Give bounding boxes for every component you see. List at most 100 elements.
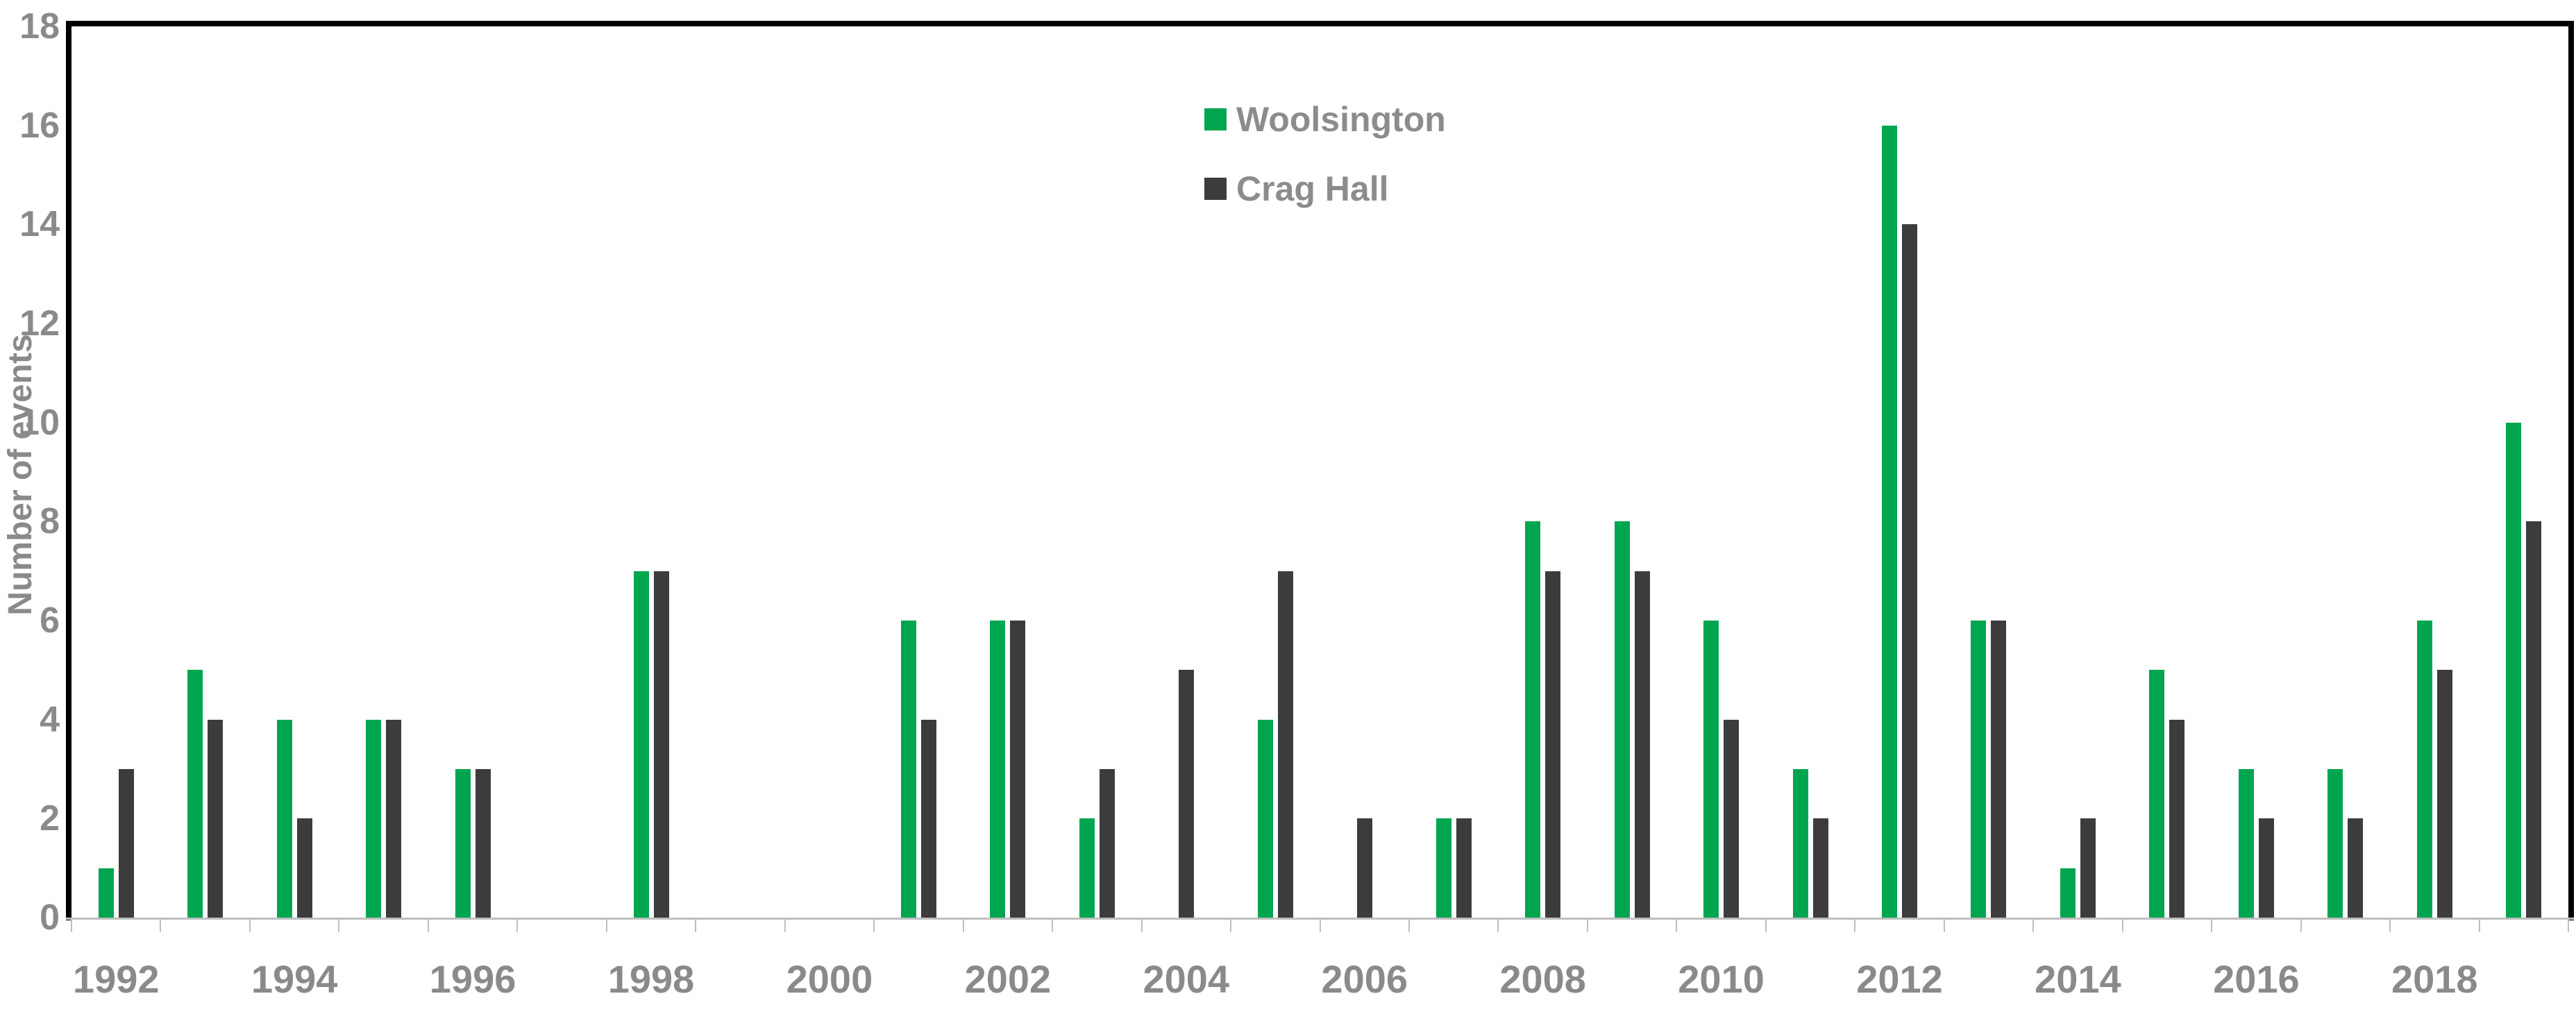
- bar-crag-hall-2018: [2436, 670, 2452, 918]
- bar-woolsington-2018: [2416, 621, 2432, 918]
- x-tick-label-2016: 2016: [2213, 957, 2300, 1001]
- bar-woolsington-2010: [1703, 621, 1719, 918]
- y-tick-label-2: 2: [40, 798, 60, 839]
- y-tick-label-18: 18: [19, 6, 60, 47]
- x-axis-tick: [1765, 920, 1767, 932]
- x-tick-label-2006: 2006: [1321, 957, 1408, 1001]
- bar-crag-hall-2004: [1178, 670, 1194, 918]
- bar-crag-hall-2012: [1902, 224, 1917, 918]
- x-axis-tick: [2121, 920, 2123, 932]
- x-axis-tick: [2568, 920, 2569, 932]
- bar-crag-hall-2017: [2348, 818, 2364, 918]
- bar-crag-hall-2005: [1277, 571, 1293, 918]
- bar-crag-hall-2016: [2258, 818, 2274, 918]
- x-axis-tick: [1408, 920, 1410, 932]
- year-slot-1996: [428, 26, 517, 918]
- year-slot-1992: [71, 26, 160, 918]
- x-axis-tick: [1319, 920, 1321, 932]
- x-axis-tick: [1854, 920, 1856, 932]
- x-axis-tick: [338, 920, 340, 932]
- bar-crag-hall-1996: [475, 769, 491, 918]
- legend-item-crag-hall: Crag Hall: [1204, 171, 1446, 206]
- bar-crag-hall-2008: [1545, 571, 1561, 918]
- bar-woolsington-2009: [1614, 521, 1630, 918]
- year-slot-2013: [1944, 26, 2033, 918]
- year-slot-2017: [2301, 26, 2390, 918]
- year-slot-2006: [1320, 26, 1409, 918]
- x-tick-label-2000: 2000: [786, 957, 873, 1001]
- year-slot-2008: [1498, 26, 1587, 918]
- year-slot-2005: [1231, 26, 1320, 918]
- plot-area: [71, 26, 2568, 918]
- x-axis-tick: [1497, 920, 1499, 932]
- x-axis-tick: [962, 920, 964, 932]
- x-axis-tick: [695, 920, 697, 932]
- bar-crag-hall-2007: [1456, 818, 1472, 918]
- bar-woolsington-1993: [187, 670, 203, 918]
- x-axis-tick: [427, 920, 429, 932]
- year-slot-1995: [339, 26, 428, 918]
- bar-woolsington-2008: [1525, 521, 1541, 918]
- x-axis-tick: [2211, 920, 2213, 932]
- x-axis-tick: [1230, 920, 1232, 932]
- bar-crag-hall-2015: [2169, 719, 2185, 918]
- bar-crag-hall-2001: [920, 719, 936, 918]
- crag-hall-swatch-icon: [1204, 178, 1227, 200]
- legend-label-crag-hall: Crag Hall: [1236, 169, 1389, 208]
- x-axis-tick: [2032, 920, 2035, 932]
- year-slot-2007: [1409, 26, 1498, 918]
- bar-woolsington-1994: [276, 719, 292, 918]
- y-tick-label-8: 8: [40, 501, 60, 542]
- x-tick-label-2014: 2014: [2035, 957, 2121, 1001]
- y-tick-label-10: 10: [19, 402, 60, 443]
- year-slot-1998: [607, 26, 696, 918]
- x-axis-tick: [873, 920, 875, 932]
- bar-crag-hall-1993: [208, 719, 224, 918]
- year-slot-2019: [2480, 26, 2568, 918]
- bar-crag-hall-1992: [118, 769, 134, 918]
- bar-woolsington-2019: [2506, 422, 2522, 918]
- bar-crag-hall-2006: [1356, 818, 1372, 918]
- y-tick-label-12: 12: [19, 303, 60, 344]
- bar-woolsington-2003: [1079, 818, 1095, 918]
- bar-woolsington-2002: [990, 621, 1006, 918]
- year-slot-2004: [1142, 26, 1231, 918]
- year-slot-2014: [2033, 26, 2122, 918]
- x-axis-tick: [605, 920, 607, 932]
- year-slot-1993: [160, 26, 249, 918]
- x-axis-tick: [1052, 920, 1054, 932]
- year-slot-2018: [2390, 26, 2479, 918]
- year-slot-1999: [696, 26, 784, 918]
- bar-woolsington-1996: [455, 769, 471, 918]
- y-tick-label-14: 14: [19, 204, 60, 245]
- year-slot-2012: [1855, 26, 1944, 918]
- bar-woolsington-2014: [2060, 868, 2076, 918]
- x-tick-label-1998: 1998: [607, 957, 695, 1001]
- bar-woolsington-2005: [1257, 719, 1273, 918]
- y-axis-line: [66, 21, 71, 920]
- bar-woolsington-2001: [900, 621, 916, 918]
- bar-woolsington-2013: [1971, 621, 1987, 918]
- bar-crag-hall-2009: [1634, 571, 1650, 918]
- year-slot-2016: [2212, 26, 2300, 918]
- x-tick-label-1992: 1992: [72, 957, 160, 1001]
- bar-crag-hall-2019: [2526, 521, 2542, 918]
- x-tick-label-2018: 2018: [2391, 957, 2478, 1001]
- bar-woolsington-2012: [1882, 125, 1897, 918]
- woolsington-swatch-icon: [1204, 108, 1227, 130]
- year-slot-2015: [2123, 26, 2212, 918]
- bar-woolsington-1992: [98, 868, 114, 918]
- y-tick-label-4: 4: [40, 699, 60, 740]
- x-axis-tick: [1140, 920, 1143, 932]
- bar-woolsington-2016: [2238, 769, 2254, 918]
- bar-crag-hall-1995: [386, 719, 402, 918]
- x-tick-label-2008: 2008: [1499, 957, 1586, 1001]
- x-axis-tick: [516, 920, 519, 932]
- bar-woolsington-2007: [1436, 818, 1451, 918]
- plot-border-right: [2568, 21, 2574, 920]
- x-tick-label-2010: 2010: [1678, 957, 1765, 1001]
- x-axis-line: [66, 918, 2574, 920]
- year-slot-2009: [1588, 26, 1676, 918]
- x-axis-tick: [1943, 920, 1945, 932]
- bar-crag-hall-1998: [653, 571, 669, 918]
